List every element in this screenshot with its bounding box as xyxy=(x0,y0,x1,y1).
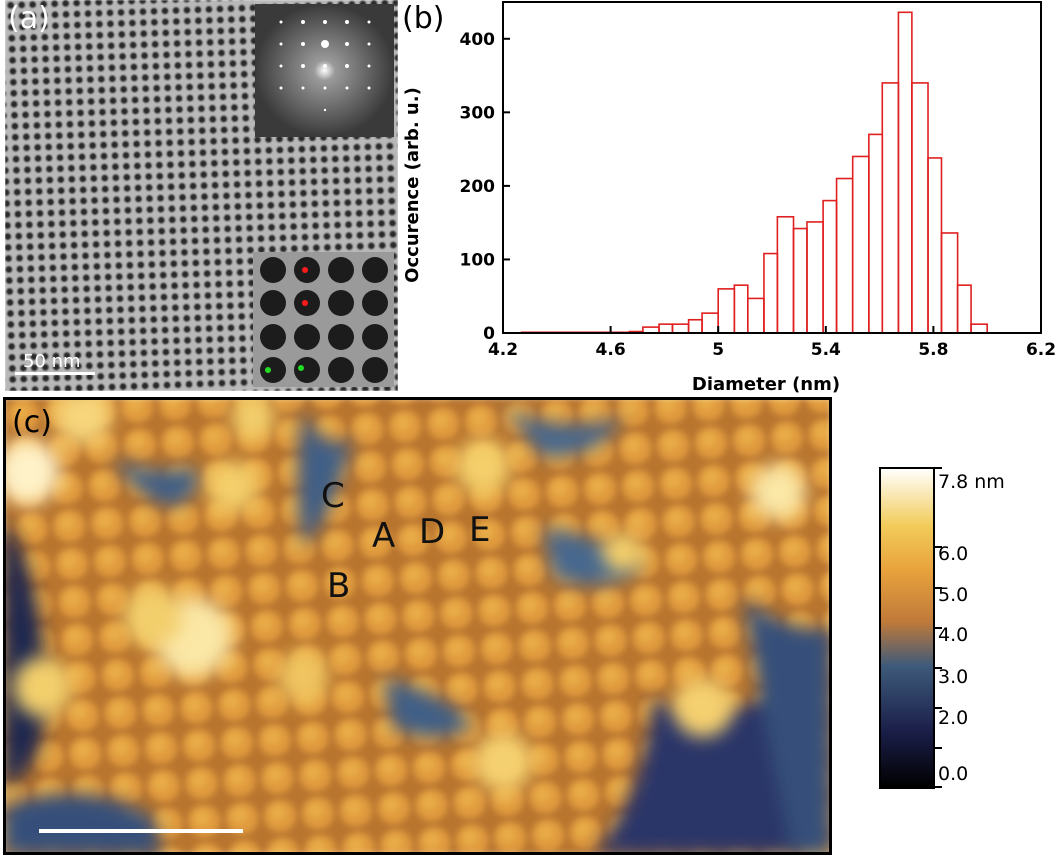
y-tick-label: 200 xyxy=(460,177,496,197)
y-tick-label: 300 xyxy=(460,103,496,123)
y-tick-label: 400 xyxy=(460,30,496,50)
histogram-bar xyxy=(927,157,943,334)
histogram-bar xyxy=(822,199,838,334)
histogram-bar xyxy=(940,232,959,334)
histogram-bar xyxy=(835,177,854,334)
histogram-bar xyxy=(956,284,972,334)
x-tick-label: 5.8 xyxy=(918,340,948,360)
plot-frame xyxy=(502,1,1042,334)
histogram-bar xyxy=(671,323,690,334)
stm-image-panel: C A D E B xyxy=(0,389,832,855)
histogram-bar xyxy=(658,323,674,334)
y-tick-label: 0 xyxy=(483,324,495,344)
histogram-bar xyxy=(763,252,779,334)
colorbar-tick: 4.0 xyxy=(938,624,968,646)
site-label-b: B xyxy=(327,566,350,606)
y-tick-label: 100 xyxy=(460,250,496,270)
site-label-e: E xyxy=(469,510,490,550)
histogram-bar xyxy=(687,318,703,334)
stm-scalebar xyxy=(39,829,243,833)
x-tick-label: 6.2 xyxy=(1026,340,1056,360)
histogram-bar xyxy=(792,227,808,334)
histogram-bar xyxy=(897,11,913,334)
colorbar-max-label: 7.8 nm xyxy=(938,471,1005,493)
histogram-bar xyxy=(717,288,736,334)
colorbar-tick: 5.0 xyxy=(938,584,968,606)
histogram-bar xyxy=(733,284,749,334)
histogram-chart: 4.2 4.6 5 5.4 5.8 6.2 0 100 200 300 400 Diameter (… xyxy=(402,1,1056,395)
histogram-bar xyxy=(881,82,900,334)
tem-image: 50 nm xyxy=(5,0,398,391)
stm-topography: C A D E B xyxy=(0,389,832,855)
green-marker-dot xyxy=(298,365,304,371)
y-axis-label: Occurence (arb. u.) xyxy=(402,87,423,283)
colorbar-tick: 3.0 xyxy=(938,666,968,688)
panel-label-b: (b) xyxy=(402,1,445,36)
histogram-bar xyxy=(851,155,870,334)
tem-scalebar-label: 50 nm xyxy=(23,351,81,372)
panel-label-a: (a) xyxy=(8,1,50,36)
x-tick-label: 5 xyxy=(712,340,724,360)
histogram-bar xyxy=(868,133,884,334)
panel-label-c: (c) xyxy=(12,405,52,440)
site-label-d: D xyxy=(419,512,445,552)
site-label-a: A xyxy=(372,516,395,556)
stm-valleys xyxy=(3,407,832,855)
histogram-panel: 4.2 4.6 5 5.4 5.8 6.2 0 100 200 300 400 Diameter (… xyxy=(400,0,1060,398)
histogram-bar xyxy=(701,312,719,334)
red-marker-dot xyxy=(302,300,308,306)
fft-inset xyxy=(255,4,394,137)
colorbar-gradient xyxy=(879,467,935,789)
stm-frame xyxy=(3,397,832,855)
colorbar: 7.8 nm 6.0 5.0 4.0 3.0 2.0 0.0 xyxy=(860,460,1060,800)
histogram-bar xyxy=(970,323,988,334)
stm-bright-islands xyxy=(0,389,806,792)
zoom-inset xyxy=(253,252,394,387)
tem-scalebar xyxy=(15,372,95,375)
histogram-bar xyxy=(776,215,795,334)
histogram-bar xyxy=(806,221,824,334)
x-axis-label: Diameter (nm) xyxy=(692,374,840,395)
green-marker-dot xyxy=(265,367,271,373)
x-tick-label: 5.4 xyxy=(811,340,841,360)
red-marker-dot xyxy=(302,267,308,273)
histogram-bar xyxy=(911,82,929,334)
site-label-c: C xyxy=(321,476,345,516)
colorbar-tick: 6.0 xyxy=(938,543,968,565)
colorbar-tick: 2.0 xyxy=(938,707,968,729)
colorbar-tick: 0.0 xyxy=(938,763,968,785)
x-tick-label: 4.6 xyxy=(596,340,626,360)
x-tick-label: 4.2 xyxy=(488,340,518,360)
histogram-bar xyxy=(746,297,765,334)
tem-image-panel: 50 nm xyxy=(5,0,398,391)
